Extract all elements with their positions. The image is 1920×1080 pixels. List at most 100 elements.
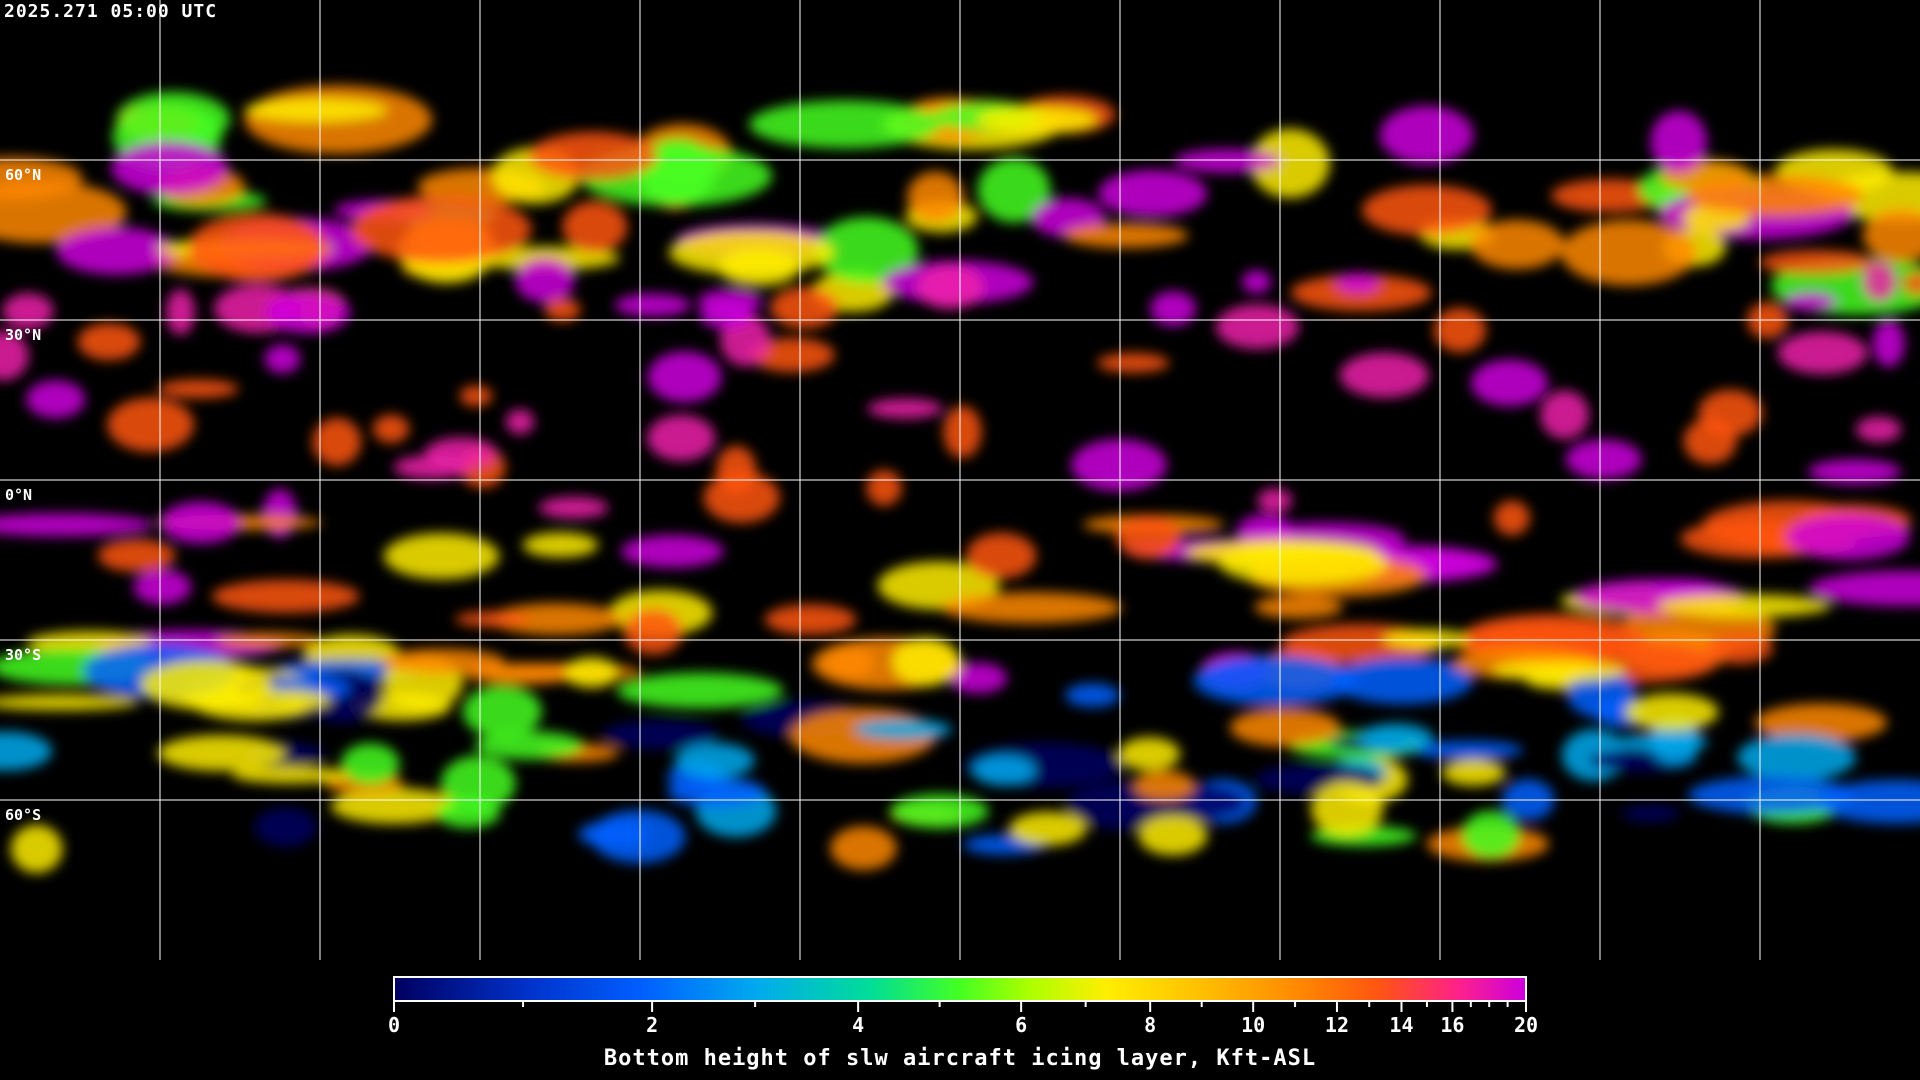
icing-region (1698, 389, 1763, 437)
icing-region (372, 414, 410, 444)
icing-region (941, 592, 1122, 624)
icing-region (244, 98, 388, 123)
icing-region (0, 331, 29, 381)
icing-region (1707, 632, 1773, 664)
icing-region (340, 743, 400, 786)
icing-region (474, 731, 584, 760)
icing-region (1560, 219, 1697, 286)
icing-region (97, 539, 176, 572)
icing-region (907, 171, 964, 223)
lat-label-30n: 30°N (5, 326, 42, 344)
icing-region (462, 685, 542, 738)
icing-region (1469, 219, 1565, 270)
icing-region (1777, 331, 1868, 375)
icing-region (10, 824, 63, 874)
icing-region (674, 742, 755, 779)
icing-region (977, 157, 1051, 223)
icing-region (544, 298, 581, 322)
icing-region (383, 533, 500, 580)
icing-region (749, 100, 942, 149)
icing-region (1540, 390, 1589, 439)
icing-region (1379, 105, 1474, 165)
icing-region (1358, 723, 1434, 753)
icing-region (1809, 570, 1920, 607)
icing-region (591, 809, 686, 864)
timestamp: 2025.271 05:00 UTC (4, 1, 218, 22)
icing-region (1902, 270, 1920, 296)
icing-region (564, 657, 620, 689)
icing-region (1441, 759, 1506, 786)
colorbar-tick-label: 16 (1440, 1013, 1465, 1037)
icing-region (1461, 810, 1521, 859)
icing-region (165, 289, 195, 336)
icing-region (1332, 657, 1474, 705)
icing-region (764, 604, 857, 635)
icing-region (943, 405, 982, 459)
icing-region (1098, 170, 1208, 218)
icing-region (1614, 734, 1710, 751)
icing-region (1335, 272, 1381, 294)
icing-region (646, 414, 716, 461)
icing-region (1138, 815, 1208, 856)
icing-region (528, 131, 658, 181)
icing-region (1229, 708, 1341, 747)
icing-region (1009, 811, 1087, 846)
icing-region (1193, 655, 1358, 706)
icing-region (815, 217, 919, 284)
icing-region (1625, 693, 1719, 731)
icing-region (160, 501, 241, 544)
icing-region (891, 637, 960, 687)
icing-region (718, 249, 800, 287)
icing-region (1118, 737, 1181, 771)
icing-region (424, 437, 498, 470)
colorbar-tick-label: 0 (387, 1013, 401, 1037)
icing-region (1493, 500, 1530, 536)
icing-region (972, 754, 1036, 786)
icing-region (1150, 291, 1196, 327)
icing-region (1808, 459, 1902, 485)
icing-region (1855, 416, 1902, 443)
icing-region (830, 826, 897, 871)
icing-region (699, 302, 753, 329)
icing-region (1759, 250, 1874, 275)
icing-region (1310, 781, 1384, 837)
icing-field (0, 85, 1920, 874)
icing-region (823, 646, 875, 680)
icing-region (1382, 629, 1470, 649)
colorbar-tick-label: 14 (1389, 1013, 1414, 1037)
icing-region (1065, 683, 1121, 708)
icing-region (1862, 260, 1898, 302)
icing-region (1754, 703, 1888, 742)
icing-region (440, 755, 516, 812)
icing-region (1470, 359, 1548, 407)
icing-map (0, 0, 1920, 960)
icing-region (56, 227, 177, 275)
icing-region (616, 672, 784, 709)
icing-region (1650, 110, 1707, 173)
icing-region (26, 380, 86, 419)
icing-region (749, 337, 835, 373)
icing-region (538, 496, 609, 519)
colorbar (393, 976, 1527, 1002)
icing-region (312, 417, 362, 466)
graticule (0, 0, 1920, 960)
icing-region (1491, 660, 1626, 682)
icing-region (188, 213, 327, 282)
icing-region (262, 488, 297, 538)
icing-region (211, 579, 360, 613)
icing-region (1567, 670, 1636, 719)
icing-region (1339, 352, 1429, 398)
icing-region (621, 534, 724, 568)
icing-region (1071, 439, 1167, 491)
icing-region (1862, 208, 1920, 263)
icing-region (614, 293, 691, 317)
icing-region (157, 734, 286, 772)
icing-region (948, 662, 1008, 694)
icing-region (1621, 804, 1681, 822)
icing-region (854, 718, 953, 740)
icing-region (770, 286, 839, 329)
icing-region (0, 180, 127, 244)
icing-region (866, 469, 902, 506)
icing-region (1174, 148, 1281, 173)
icing-region (1063, 223, 1189, 248)
